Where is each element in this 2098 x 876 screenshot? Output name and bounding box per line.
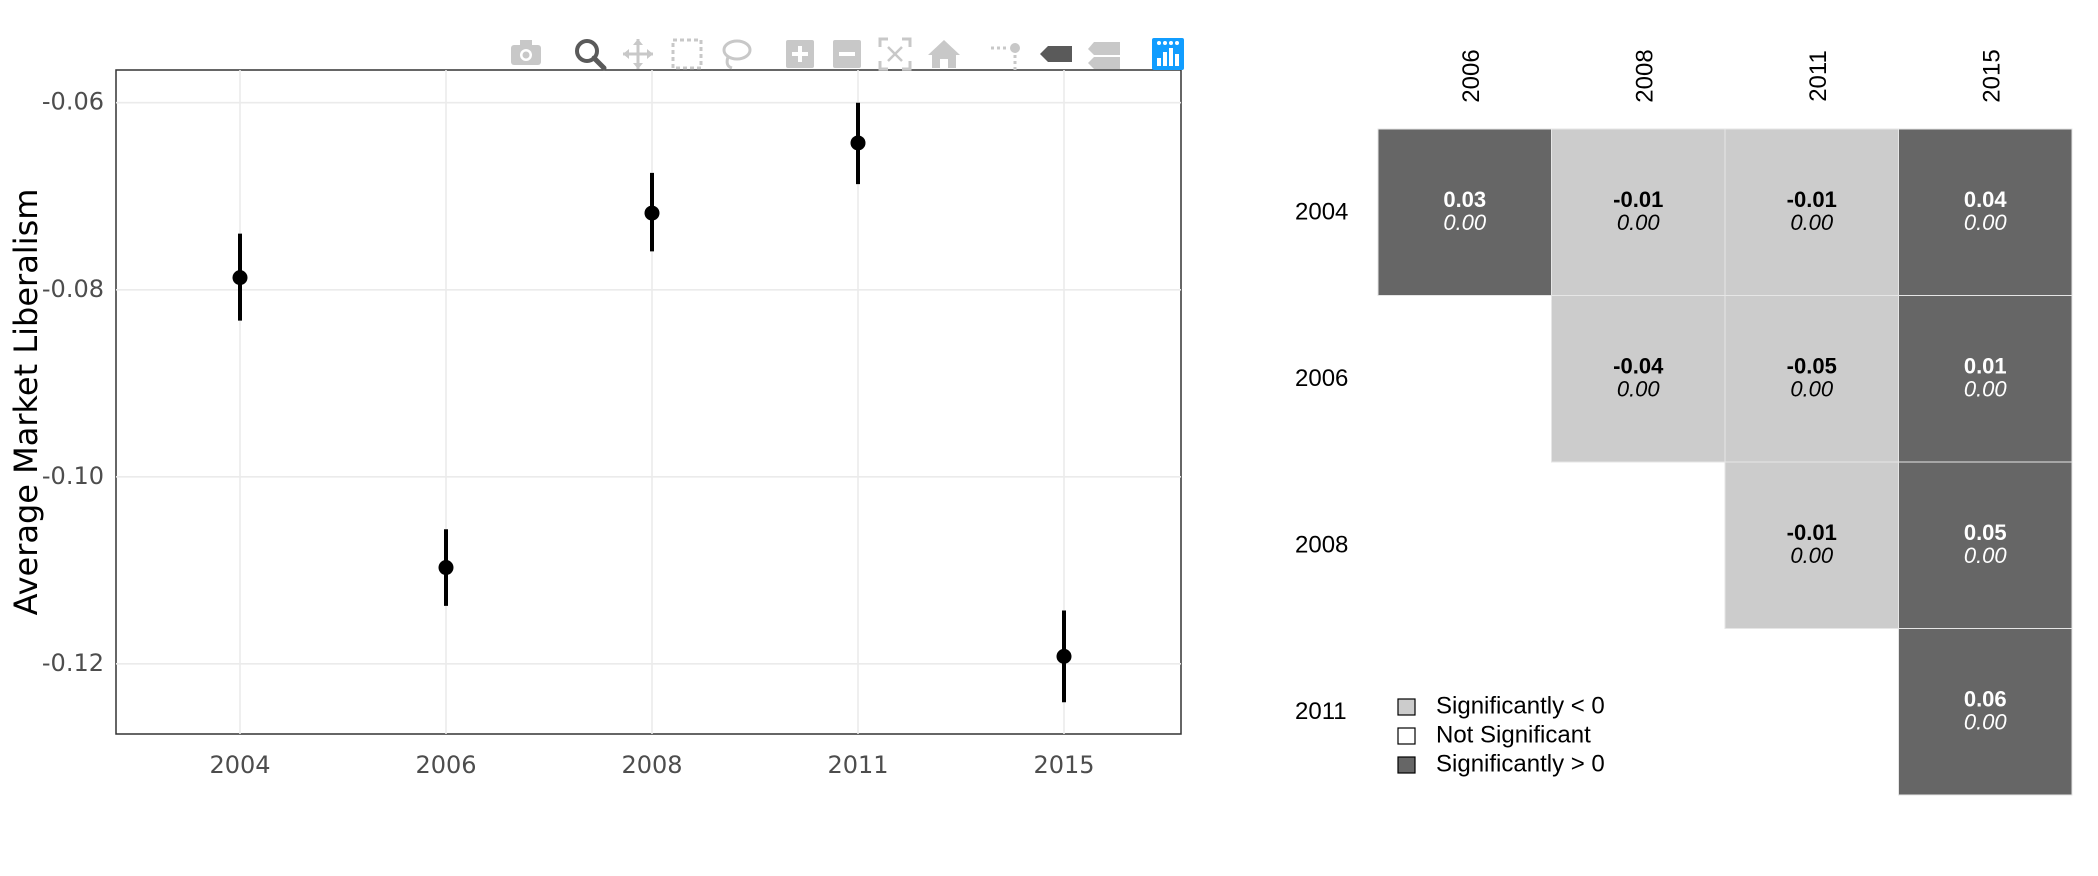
lasso-icon[interactable]: [722, 39, 752, 70]
y-axis-title: Average Market Liberalism: [7, 189, 45, 616]
x-tick-label: 2008: [621, 751, 682, 779]
cell-p-value: 0.00: [1964, 710, 2008, 735]
y-tick-label: -0.08: [42, 275, 104, 303]
legend-item: Significantly < 0: [1397, 692, 1605, 719]
matrix-cell: -0.010.00: [1724, 128, 1899, 296]
cell-difference: 0.05: [1964, 520, 2007, 545]
legend-label: Significantly < 0: [1436, 692, 1605, 719]
cell-difference: 0.06: [1964, 687, 2007, 712]
matrix-row-label: 2006: [1295, 365, 1348, 392]
zoom-icon[interactable]: [575, 39, 607, 71]
box-select-icon[interactable]: [671, 38, 703, 70]
y-tick-label: -0.12: [42, 649, 104, 677]
matrix-cell: -0.040.00: [1551, 295, 1726, 463]
cell-difference: -0.04: [1613, 354, 1664, 379]
zoom-in-icon[interactable]: [786, 40, 814, 68]
cell-p-value: 0.00: [1964, 210, 2008, 235]
data-point[interactable]: [850, 135, 866, 151]
legend-label: Not Significant: [1436, 721, 1591, 748]
cell-p-value: 0.00: [1617, 377, 1661, 402]
spike-lines-icon[interactable]: [991, 43, 1020, 70]
cell-difference: -0.01: [1613, 187, 1663, 212]
matrix-cell: 0.010.00: [1898, 295, 2073, 463]
zoom-out-icon[interactable]: [833, 40, 861, 68]
cell-difference: 0.03: [1443, 187, 1486, 212]
cell-difference: 0.01: [1964, 354, 2007, 379]
plotly-logo-icon[interactable]: [1152, 38, 1184, 70]
matrix-cell: -0.050.00: [1724, 295, 1899, 463]
legend-item: Not Significant: [1397, 721, 1591, 748]
matrix-cell: 0.040.00: [1898, 128, 2073, 296]
modebar[interactable]: [511, 37, 1184, 71]
matrix-cell: 0.030.00: [1377, 128, 1552, 296]
legend-swatch: [1397, 756, 1416, 774]
matrix-cell: -0.010.00: [1551, 128, 1726, 296]
significance-matrix: 0.030.00-0.010.00-0.010.000.040.00-0.040…: [1295, 49, 2073, 796]
matrix-cell: 0.050.00: [1898, 461, 2073, 629]
matrix-row-label: 2008: [1295, 532, 1348, 559]
data-points[interactable]: [232, 135, 1072, 664]
reset-axes-icon[interactable]: [928, 40, 960, 68]
matrix-row-label: 2004: [1295, 199, 1348, 226]
matrix-row-label: 2011: [1295, 698, 1347, 725]
cell-p-value: 0.00: [1790, 210, 1834, 235]
data-point[interactable]: [438, 560, 454, 576]
x-tick-label: 2015: [1033, 751, 1094, 779]
x-tick-label: 2011: [827, 751, 888, 779]
pan-icon[interactable]: [623, 39, 653, 69]
cell-p-value: 0.00: [1790, 377, 1834, 402]
cell-p-value: 0.00: [1964, 543, 2008, 568]
matrix-column-label: 2011: [1805, 50, 1832, 102]
cell-p-value: 0.00: [1964, 377, 2008, 402]
data-point[interactable]: [232, 270, 248, 286]
matrix-row-labels: 2004 2006 2008 2011: [1295, 199, 1348, 726]
data-point[interactable]: [1056, 648, 1072, 664]
y-tick-labels: -0.06 -0.08 -0.10 -0.12: [42, 88, 104, 677]
cell-difference: -0.05: [1787, 354, 1837, 379]
matrix-column-label: 2015: [1979, 49, 2006, 102]
cell-difference: -0.01: [1787, 187, 1837, 212]
hover-compare-icon[interactable]: [1088, 42, 1120, 69]
matrix-column-labels: 2006 2008 2011 2015: [1458, 49, 2006, 102]
left-plot[interactable]: -0.06 -0.08 -0.10 -0.12 2004 2006 2008 2011 201…: [7, 69, 1182, 779]
hover-closest-icon[interactable]: [1040, 46, 1072, 62]
x-tick-label: 2004: [209, 751, 270, 779]
legend-label: Significantly > 0: [1436, 750, 1605, 777]
cell-p-value: 0.00: [1790, 543, 1834, 568]
matrix-column-label: 2006: [1458, 49, 1485, 102]
cell-difference: 0.04: [1964, 187, 2008, 212]
plot-area[interactable]: [115, 69, 1182, 735]
camera-icon[interactable]: [511, 40, 541, 65]
x-tick-label: 2006: [415, 751, 476, 779]
autoscale-icon[interactable]: [878, 37, 912, 71]
matrix-column-label: 2008: [1632, 49, 1659, 102]
matrix-cells: 0.030.00-0.010.00-0.010.000.040.00-0.040…: [1377, 128, 2073, 796]
y-tick-label: -0.06: [42, 88, 104, 116]
data-point[interactable]: [644, 205, 660, 221]
y-tick-label: -0.10: [42, 462, 104, 490]
matrix-cell: -0.010.00: [1724, 461, 1899, 629]
x-tick-labels: 2004 2006 2008 2011 2015: [209, 751, 1094, 779]
matrix-cell: 0.060.00: [1898, 628, 2073, 796]
cell-difference: -0.01: [1787, 520, 1837, 545]
legend-item: Significantly > 0: [1397, 750, 1605, 777]
legend-swatch: [1397, 698, 1416, 716]
cell-p-value: 0.00: [1443, 210, 1487, 235]
cell-p-value: 0.00: [1617, 210, 1661, 235]
legend-swatch: [1397, 727, 1416, 745]
